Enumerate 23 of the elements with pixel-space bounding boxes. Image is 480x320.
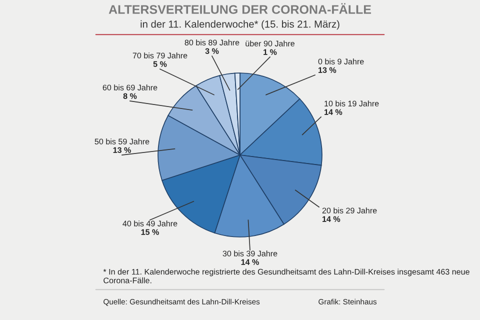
data-label: 1 % — [264, 49, 277, 55]
slice-label: 80 bis 89 Jahre — [184, 39, 240, 46]
data-label: 13 % — [113, 147, 131, 153]
slice-label: 40 bis 49 Jahre — [122, 220, 178, 226]
slice-label: 30 bis 39 Jahre — [222, 250, 278, 256]
slice-label: 70 bis 79 Jahre — [132, 52, 188, 58]
data-label: 8 % — [123, 93, 137, 99]
text: * In der 11. Kalenderwoche registrierte des Gesundheitsamt des Lahn-Dill-Kreises insgesamt 463 neue Corona-Fälle. — [103, 268, 470, 284]
slice-label: 20 bis 29 Jahre — [322, 207, 377, 214]
chart-title: ALTERSVERTEILUNG DER CORONA-FÄLLE — [108, 3, 371, 14]
data-label: 5 % — [153, 61, 167, 67]
data-label: 3 % — [205, 48, 219, 54]
slice-label: 60 bis 69 Jahre — [102, 84, 158, 90]
slice-label: 50 bis 59 Jahre — [94, 138, 150, 144]
data-label: 15 % — [141, 229, 159, 235]
slice-label: über 90 Jahre — [246, 40, 294, 46]
slice-label: 10 bis 19 Jahre — [324, 100, 379, 106]
chart-subtitle: in der 11. Kalenderwoche* (15. bis 21. März) — [140, 20, 340, 30]
data-label: 14 % — [241, 259, 259, 265]
data-label: 14 % — [324, 109, 342, 115]
data-label: 14 % — [322, 216, 340, 222]
slice-label: 0 bis 9 Jahre — [318, 58, 364, 64]
data-label: 13 % — [318, 67, 336, 73]
